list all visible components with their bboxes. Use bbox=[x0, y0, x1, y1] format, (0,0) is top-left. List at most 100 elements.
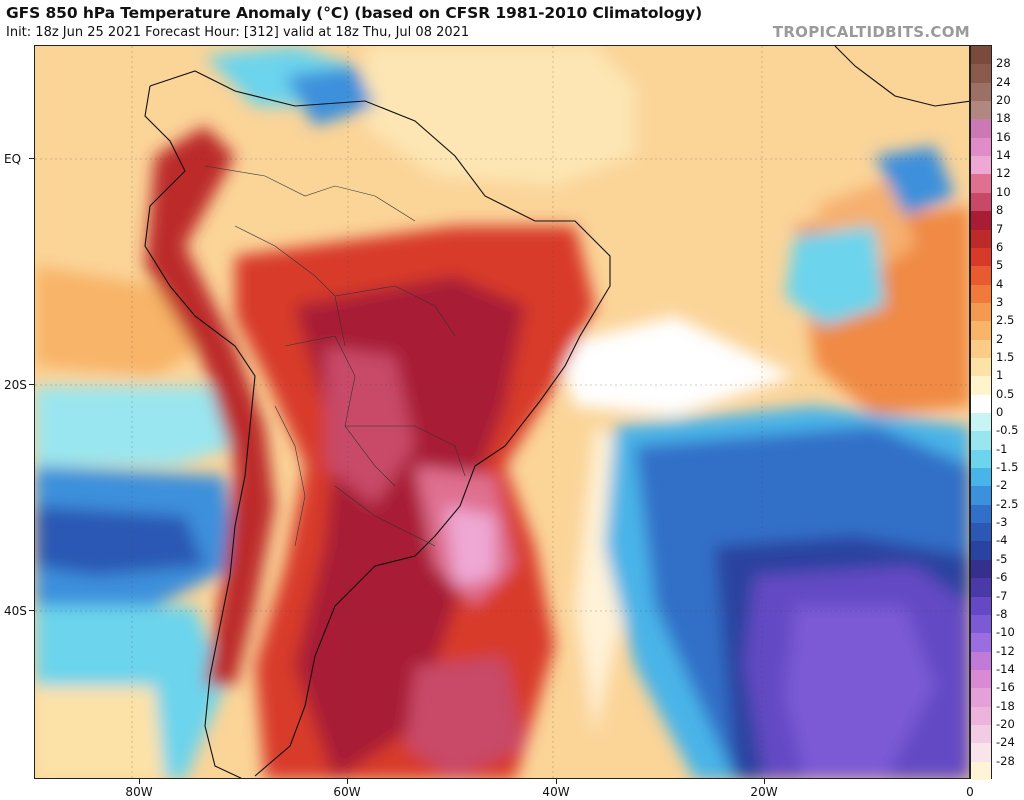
colorbar-segment bbox=[971, 486, 991, 506]
colorbar-label: 14 bbox=[996, 148, 1011, 163]
colorbar-label: 1.5 bbox=[996, 349, 1015, 364]
colorbar-label: -12 bbox=[996, 643, 1015, 658]
graticule bbox=[35, 46, 969, 778]
colorbar-label: -28 bbox=[996, 753, 1015, 768]
coastlines bbox=[144, 70, 611, 778]
colorbar-segment bbox=[971, 523, 991, 542]
colorbar-segment bbox=[971, 449, 991, 469]
colorbar-segment bbox=[971, 413, 991, 432]
colorbar-label: 16 bbox=[996, 129, 1011, 144]
lat-tick bbox=[29, 610, 34, 611]
colorbar-label: -16 bbox=[996, 680, 1015, 695]
lat-tick bbox=[29, 384, 34, 385]
colorbar-label: 2 bbox=[996, 331, 1004, 346]
colorbar-label: 8 bbox=[996, 203, 1004, 218]
lon-tick bbox=[764, 779, 765, 784]
lon-label-80w: 80W bbox=[125, 785, 153, 799]
colorbar-segment bbox=[971, 504, 991, 524]
colorbar-label: 7 bbox=[996, 221, 1004, 236]
colorbar-segment bbox=[971, 229, 991, 249]
colorbar-segment bbox=[971, 596, 991, 616]
colorbar-label: -6 bbox=[996, 570, 1008, 585]
colorbar-segment bbox=[971, 211, 991, 230]
colorbar-label: -1.5 bbox=[996, 460, 1019, 475]
colorbar-label: 3 bbox=[996, 294, 1004, 309]
africa-coastline bbox=[834, 46, 969, 107]
colorbar-segment bbox=[971, 394, 991, 414]
colorbar-segment bbox=[971, 743, 991, 763]
colorbar-segment bbox=[971, 321, 991, 341]
colorbar-segment bbox=[971, 64, 991, 84]
colorbar-label: 20 bbox=[996, 93, 1011, 108]
lon-label-20w: 20W bbox=[750, 785, 778, 799]
colorbar-label: -18 bbox=[996, 698, 1015, 713]
colorbar-segment bbox=[971, 688, 991, 708]
colorbar-label: -3 bbox=[996, 515, 1008, 530]
colorbar-segment bbox=[971, 559, 991, 579]
colorbar-label: -1 bbox=[996, 441, 1008, 456]
colorbar-segment bbox=[971, 137, 991, 157]
colorbar-label: -24 bbox=[996, 735, 1015, 750]
colorbar-label: -14 bbox=[996, 661, 1015, 676]
lon-label-60w: 60W bbox=[333, 785, 361, 799]
colorbar-segment bbox=[971, 302, 991, 322]
colorbar-segment bbox=[971, 651, 991, 671]
colorbar-label: 24 bbox=[996, 74, 1011, 89]
colorbar-segment bbox=[971, 82, 991, 102]
colorbar-label: 2.5 bbox=[996, 313, 1015, 328]
colorbar-segment bbox=[971, 669, 991, 689]
lon-tick bbox=[556, 779, 557, 784]
colorbar-label: -2.5 bbox=[996, 496, 1019, 511]
colorbar-label: 4 bbox=[996, 276, 1004, 291]
anomaly-regions bbox=[35, 46, 969, 778]
country-borders bbox=[204, 165, 466, 547]
anomaly-map bbox=[34, 45, 970, 779]
colorbar-segment bbox=[971, 192, 991, 212]
colorbar-segment bbox=[971, 578, 991, 597]
colorbar-label: -5 bbox=[996, 551, 1008, 566]
colorbar-segment bbox=[971, 431, 991, 451]
colorbar-segment bbox=[971, 339, 991, 359]
colorbar-segment bbox=[971, 266, 991, 286]
colorbar-segment bbox=[971, 284, 991, 304]
colorbar-segment bbox=[971, 101, 991, 120]
colorbar-label: 10 bbox=[996, 184, 1011, 199]
colorbar-label: -0.5 bbox=[996, 423, 1019, 438]
colorbar-segment bbox=[971, 468, 991, 487]
colorbar-label: 0.5 bbox=[996, 386, 1015, 401]
map-subtitle: Init: 18z Jun 25 2021 Forecast Hour: [31… bbox=[6, 25, 470, 40]
colorbar-label: 12 bbox=[996, 166, 1011, 181]
lon-label-0: 0 bbox=[966, 785, 974, 799]
brand-watermark: TROPICALTIDBITS.COM bbox=[772, 23, 970, 41]
lat-tick bbox=[29, 158, 34, 159]
lon-tick bbox=[139, 779, 140, 784]
colorbar-label: 0 bbox=[996, 405, 1004, 419]
colorbar-label: -7 bbox=[996, 588, 1008, 603]
colorbar-segment bbox=[971, 633, 991, 653]
colorbar-segment bbox=[971, 541, 991, 561]
anomaly-field bbox=[35, 46, 969, 778]
lat-label-40s: 40S bbox=[4, 604, 27, 618]
colorbar-segment bbox=[971, 761, 991, 781]
lat-label-eq: EQ bbox=[4, 152, 22, 166]
colorbar-segment bbox=[971, 119, 991, 139]
colorbar-label: -8 bbox=[996, 606, 1008, 621]
lon-tick bbox=[347, 779, 348, 784]
colorbar-segment bbox=[971, 46, 991, 65]
colorbar-label: 1 bbox=[996, 368, 1004, 383]
lat-label-20s: 20S bbox=[4, 378, 27, 392]
colorbar-label: 28 bbox=[996, 56, 1011, 71]
colorbar-segment bbox=[971, 357, 991, 377]
colorbar-label: 5 bbox=[996, 258, 1004, 273]
colorbar-segment bbox=[971, 724, 991, 744]
map-title: GFS 850 hPa Temperature Anomaly (°C) (ba… bbox=[6, 4, 703, 22]
colorbar-segment bbox=[971, 706, 991, 726]
colorbar-label: -10 bbox=[996, 625, 1015, 640]
colorbar-segment bbox=[971, 376, 991, 396]
colorbar-segment bbox=[971, 174, 991, 194]
colorbar-segment bbox=[971, 156, 991, 175]
colorbar-label: -20 bbox=[996, 716, 1015, 731]
colorbar-label: 6 bbox=[996, 239, 1004, 254]
colorbar-label: 18 bbox=[996, 111, 1011, 126]
lon-label-40w: 40W bbox=[542, 785, 570, 799]
